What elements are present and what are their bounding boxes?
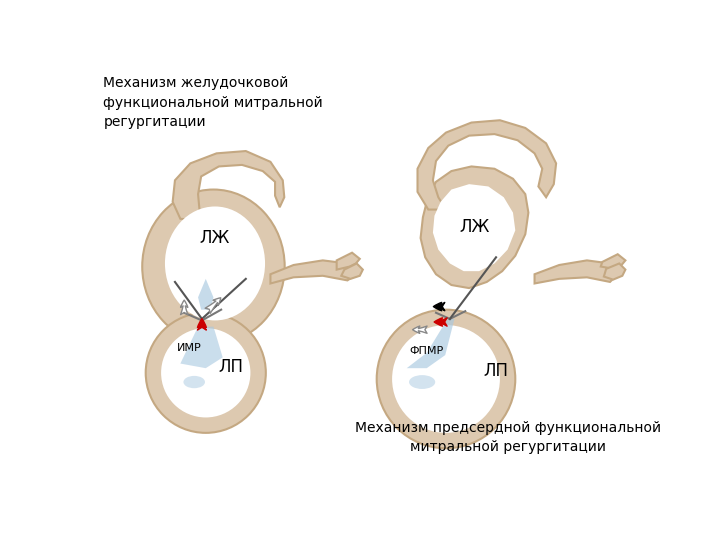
Circle shape xyxy=(161,328,251,417)
Polygon shape xyxy=(341,264,363,279)
Circle shape xyxy=(377,309,516,448)
Polygon shape xyxy=(418,120,556,210)
Polygon shape xyxy=(337,253,360,269)
Polygon shape xyxy=(407,319,454,368)
Ellipse shape xyxy=(409,375,435,389)
Circle shape xyxy=(392,325,500,433)
Text: ЛЖ: ЛЖ xyxy=(200,229,230,247)
Polygon shape xyxy=(420,166,528,288)
Ellipse shape xyxy=(184,376,205,388)
Polygon shape xyxy=(173,151,284,220)
Text: ЛП: ЛП xyxy=(218,357,243,376)
Polygon shape xyxy=(534,260,616,284)
Polygon shape xyxy=(600,254,626,269)
Text: Механизм предсердной функциональной
митральной регургитации: Механизм предсердной функциональной митр… xyxy=(354,421,661,454)
Text: ИМР: ИМР xyxy=(176,343,202,353)
Text: ЛП: ЛП xyxy=(484,362,508,380)
Text: ЛЖ: ЛЖ xyxy=(459,218,490,235)
Text: ФПМР: ФПМР xyxy=(410,346,444,356)
Polygon shape xyxy=(198,279,213,309)
Polygon shape xyxy=(604,264,626,280)
Polygon shape xyxy=(433,184,516,271)
Ellipse shape xyxy=(143,190,284,343)
Polygon shape xyxy=(271,260,352,284)
Polygon shape xyxy=(180,327,222,368)
Circle shape xyxy=(145,313,266,433)
Ellipse shape xyxy=(165,206,265,320)
Text: Механизм желудочковой
функциональной митральной
регургитации: Механизм желудочковой функциональной мит… xyxy=(104,76,323,130)
